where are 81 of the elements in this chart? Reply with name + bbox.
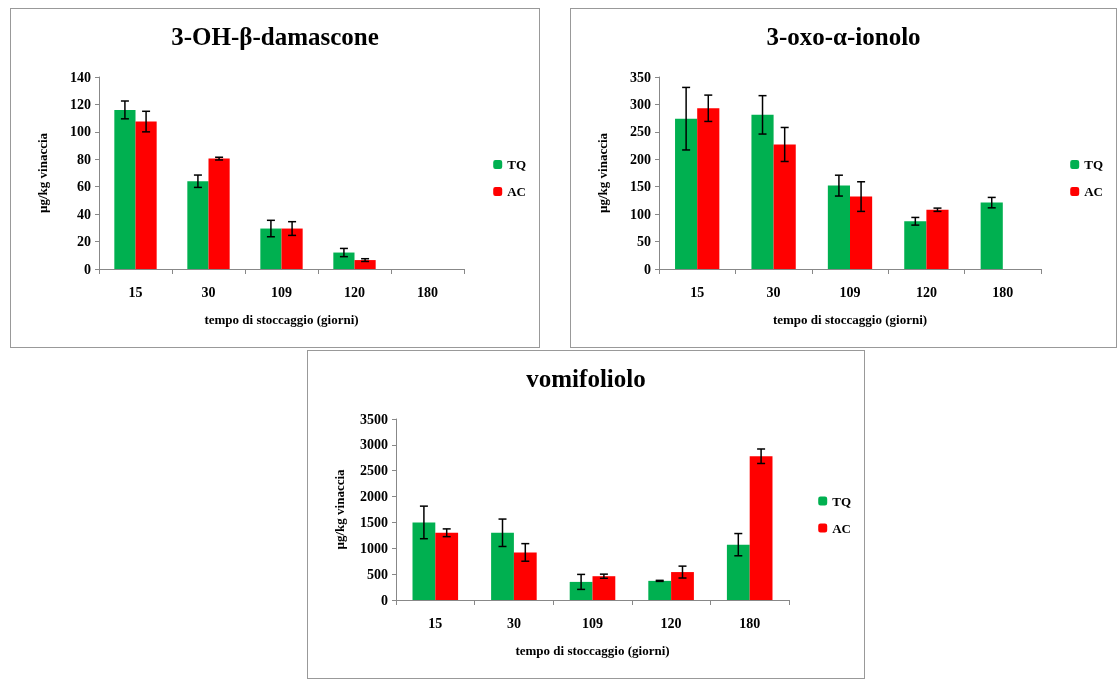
bar (208, 158, 230, 269)
x-axis-title: tempo di stoccaggio (giorni) (515, 643, 670, 658)
bar (675, 118, 698, 269)
bar (491, 532, 514, 600)
bar (697, 108, 720, 269)
y-tick-label: 0 (84, 261, 91, 277)
bar (187, 181, 209, 269)
y-tick-label: 2500 (360, 463, 388, 479)
x-axis-title: tempo di stoccaggio (giorni) (772, 312, 928, 327)
y-tick-label: 60 (77, 179, 91, 195)
bar (354, 260, 376, 269)
bar (569, 581, 593, 600)
bar (435, 532, 459, 600)
bar (749, 456, 773, 600)
bar (281, 228, 303, 269)
bar (671, 572, 694, 600)
chart-title: 3-OH-β-damascone (171, 23, 379, 50)
y-tick-label: 100 (70, 124, 91, 140)
bar (773, 144, 796, 269)
y-tick-label: 120 (70, 96, 91, 112)
bar (592, 576, 616, 600)
legend-label: AC (832, 520, 851, 536)
bar (260, 228, 282, 269)
y-tick-label: 2000 (360, 489, 388, 505)
y-axis-title: µg/kg vinaccia (35, 132, 50, 214)
y-tick-label: 300 (630, 96, 651, 112)
bar (114, 109, 136, 269)
x-tick-label: 15 (128, 284, 143, 300)
y-tick-label: 1000 (360, 540, 388, 556)
bar (980, 202, 1003, 269)
y-tick-label: 250 (630, 124, 651, 140)
bar (513, 552, 537, 600)
bar (135, 121, 157, 269)
y-axis-title: µg/kg vinaccia (332, 468, 347, 550)
legend-label: AC (1084, 184, 1103, 199)
y-tick-label: 20 (77, 234, 91, 250)
x-tick-label: 180 (992, 284, 1014, 300)
legend-label: AC (507, 184, 526, 199)
x-tick-label: 30 (506, 615, 521, 631)
y-tick-label: 0 (644, 261, 651, 277)
bar (904, 221, 927, 269)
y-tick-label: 100 (630, 206, 651, 222)
x-tick-label: 180 (417, 284, 438, 300)
y-tick-label: 140 (70, 69, 91, 85)
y-axis-title: µg/kg vinaccia (595, 132, 610, 214)
y-tick-label: 150 (630, 179, 651, 195)
bar (333, 252, 355, 269)
chart-title: 3-oxo-α-ionolo (766, 23, 921, 50)
x-tick-label: 109 (271, 284, 292, 300)
legend-label: TQ (1084, 157, 1104, 172)
legend-label: TQ (832, 493, 852, 509)
bar (827, 185, 850, 269)
y-tick-label: 80 (77, 151, 91, 167)
bar (926, 209, 949, 269)
bar (850, 196, 873, 269)
bar (412, 522, 436, 600)
x-tick-label: 30 (201, 284, 216, 300)
bar (726, 544, 750, 600)
x-tick-label: 120 (915, 284, 937, 300)
x-tick-label: 180 (739, 615, 761, 631)
x-tick-label: 120 (344, 284, 365, 300)
chart-title: vomifoliolo (526, 365, 646, 392)
x-tick-label: 15 (690, 284, 705, 300)
y-tick-label: 3500 (360, 411, 388, 427)
x-tick-label: 30 (766, 284, 781, 300)
x-tick-label: 109 (839, 284, 861, 300)
y-tick-label: 40 (77, 206, 91, 222)
x-tick-label: 15 (428, 615, 443, 631)
legend-label: TQ (507, 157, 527, 172)
y-tick-label: 3000 (360, 437, 388, 453)
y-tick-label: 200 (630, 151, 651, 167)
bar (751, 114, 774, 269)
y-tick-label: 350 (630, 69, 651, 85)
y-tick-label: 0 (381, 592, 388, 608)
bar (648, 580, 672, 600)
x-tick-label: 109 (582, 615, 603, 631)
x-axis-title: tempo di stoccaggio (giorni) (204, 312, 359, 327)
y-tick-label: 500 (367, 566, 388, 582)
y-tick-label: 1500 (360, 514, 388, 530)
y-tick-label: 50 (637, 234, 651, 250)
x-tick-label: 120 (660, 615, 682, 631)
